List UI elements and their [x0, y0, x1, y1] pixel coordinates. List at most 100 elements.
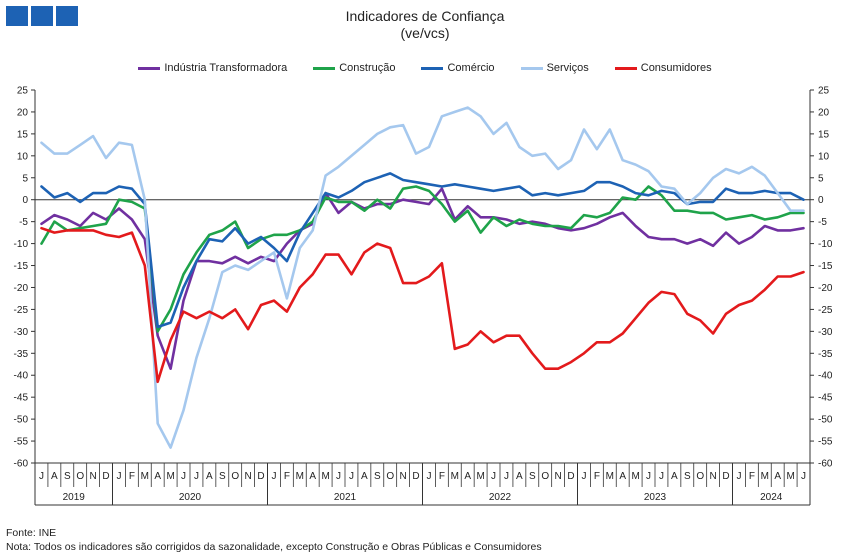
chart-subtitle: (ve/vcs): [400, 25, 450, 41]
legend-swatch: [421, 66, 444, 70]
x-year-label: 2023: [644, 492, 667, 503]
y-tick-label-left: 15: [17, 129, 29, 140]
y-tick-label-left: -25: [14, 305, 29, 316]
legend-label: Serviços: [546, 62, 589, 74]
x-year-label: 2021: [334, 492, 357, 503]
x-month-label: A: [154, 471, 161, 482]
chart-title: Indicadores de Confiança: [345, 8, 505, 24]
y-tick-label-right: -50: [818, 415, 833, 426]
x-month-label: M: [166, 471, 174, 482]
y-tick-label-right: 20: [818, 107, 830, 118]
source-note: Fonte: INE: [6, 527, 57, 539]
y-tick-label-left: -15: [14, 261, 29, 272]
x-month-label: M: [631, 471, 639, 482]
x-month-label: J: [39, 471, 44, 482]
y-tick-label-right: -45: [818, 393, 833, 404]
x-month-label: S: [684, 471, 691, 482]
x-month-label: N: [245, 471, 252, 482]
y-tick-label-left: 0: [22, 195, 28, 206]
x-month-label: S: [219, 471, 226, 482]
legend-label: Indústria Transformadora: [164, 62, 288, 74]
y-tick-label-right: -35: [818, 349, 833, 360]
footnote: Nota: Todos os indicadores são corrigido…: [6, 541, 542, 553]
x-month-label: J: [646, 471, 651, 482]
x-month-label: M: [606, 471, 614, 482]
y-tick-label-right: -5: [818, 217, 827, 228]
legend-swatch: [520, 66, 543, 70]
y-tick-label-left: 20: [17, 107, 29, 118]
x-month-label: M: [761, 471, 769, 482]
y-tick-label-left: -45: [14, 393, 29, 404]
y-tick-label-right: 5: [818, 173, 824, 184]
x-month-label: A: [774, 471, 781, 482]
x-month-label: M: [786, 471, 794, 482]
y-tick-label-left: -55: [14, 437, 29, 448]
x-year-label: 2020: [179, 492, 202, 503]
series-line: [40, 106, 805, 449]
legend: Indústria Transformadora Construção Comérc…: [0, 62, 850, 74]
ine-logo: [6, 6, 78, 26]
x-month-label: N: [90, 471, 97, 482]
x-month-label: J: [116, 471, 121, 482]
x-month-label: J: [181, 471, 186, 482]
x-month-label: J: [336, 471, 341, 482]
x-month-label: S: [374, 471, 381, 482]
x-month-label: A: [619, 471, 626, 482]
y-tick-label-right: -10: [818, 239, 833, 250]
x-month-label: O: [386, 471, 394, 482]
x-month-label: J: [801, 471, 806, 482]
y-tick-label-left: -50: [14, 415, 29, 426]
x-month-label: F: [594, 471, 600, 482]
legend-item: Comércio: [421, 62, 495, 74]
y-tick-label-left: -40: [14, 371, 29, 382]
x-year-label: 2024: [760, 492, 783, 503]
series-line: [40, 187, 805, 371]
y-tick-label-left: -5: [19, 217, 28, 228]
x-month-label: N: [555, 471, 562, 482]
y-tick-label-left: -10: [14, 239, 29, 250]
series-line: [40, 226, 805, 384]
logo-block: [6, 6, 28, 26]
x-month-label: A: [464, 471, 471, 482]
x-month-label: J: [736, 471, 741, 482]
x-month-label: D: [412, 471, 419, 482]
y-tick-label-right: -55: [818, 437, 833, 448]
x-month-label: J: [194, 471, 199, 482]
y-tick-label-right: 10: [818, 151, 830, 162]
x-month-label: F: [129, 471, 135, 482]
logo-block: [31, 6, 53, 26]
x-month-label: M: [321, 471, 329, 482]
x-month-label: A: [309, 471, 316, 482]
x-month-label: M: [141, 471, 149, 482]
x-month-label: N: [710, 471, 717, 482]
y-tick-label-right: -15: [818, 261, 833, 272]
x-month-label: J: [426, 471, 431, 482]
x-month-label: A: [361, 471, 368, 482]
x-month-label: O: [541, 471, 549, 482]
logo-block: [56, 6, 78, 26]
x-month-label: J: [504, 471, 509, 482]
x-month-label: O: [231, 471, 239, 482]
series-line: [40, 185, 805, 333]
y-tick-label-right: 0: [818, 195, 824, 206]
x-month-label: J: [491, 471, 496, 482]
series-line: [40, 172, 805, 329]
y-tick-label-left: 5: [22, 173, 28, 184]
x-month-label: F: [284, 471, 290, 482]
x-month-label: A: [516, 471, 523, 482]
x-month-label: J: [349, 471, 354, 482]
x-month-label: N: [400, 471, 407, 482]
x-month-label: A: [206, 471, 213, 482]
legend-item: Indústria Transformadora: [138, 62, 287, 74]
x-month-label: J: [581, 471, 586, 482]
y-tick-label-left: -35: [14, 349, 29, 360]
x-month-label: A: [51, 471, 58, 482]
legend-swatch: [313, 66, 336, 70]
y-tick-label-left: 25: [17, 86, 29, 97]
chart-title-block: Indicadores de Confiança (ve/vcs): [0, 8, 850, 42]
x-year-label: 2022: [489, 492, 512, 503]
legend-label: Comércio: [447, 62, 495, 74]
x-month-label: O: [696, 471, 704, 482]
x-month-label: D: [567, 471, 574, 482]
